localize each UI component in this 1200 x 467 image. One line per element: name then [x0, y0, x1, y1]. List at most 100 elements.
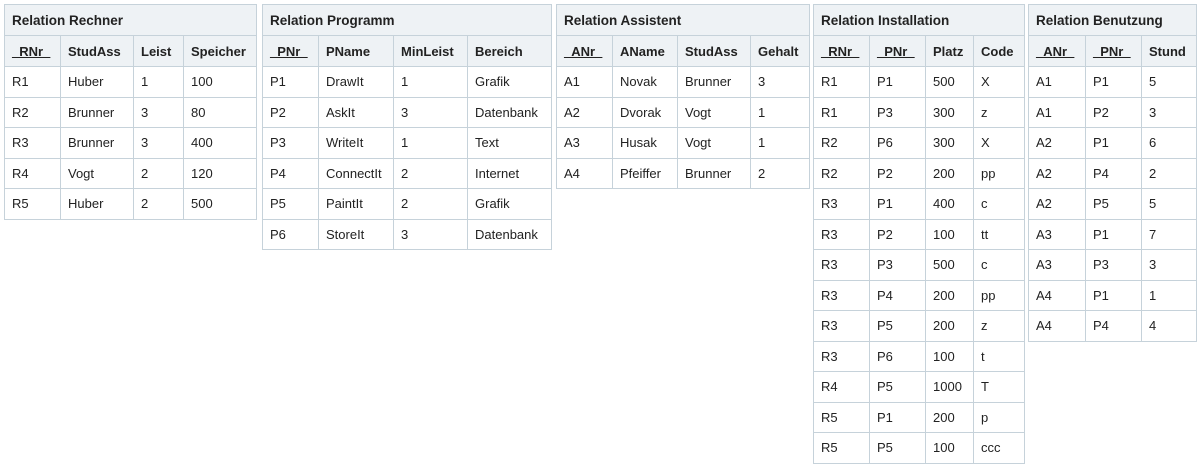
- cell: 300: [925, 127, 974, 159]
- data-row: A4 Pfeiffer Brunner 2: [556, 157, 811, 189]
- title-row: Relation Programm: [261, 4, 553, 36]
- column-header: StudAss: [677, 35, 751, 67]
- data-row: R3 Brunner 3 400: [4, 127, 258, 159]
- table-title: Relation Assistent: [555, 4, 811, 36]
- data-row: P4 ConnectIt 2 Internet: [262, 157, 553, 189]
- column-header: _ANr_: [556, 35, 613, 67]
- cell: A3: [556, 127, 613, 159]
- cell: R1: [4, 66, 61, 98]
- column-header: AName: [612, 35, 678, 67]
- cell: R4: [813, 371, 870, 403]
- cell: 100: [925, 218, 974, 250]
- cell: 500: [925, 249, 974, 281]
- cell: Grafik: [466, 188, 553, 220]
- data-row: A3 Husak Vogt 1: [556, 127, 811, 159]
- cell: Internet: [466, 157, 553, 189]
- cell: R2: [813, 127, 870, 159]
- data-row: R1 P1 500 X: [813, 66, 1026, 98]
- header-row: _RNr_ StudAss Leist Speicher: [4, 35, 258, 67]
- cell: Brunner: [60, 127, 134, 159]
- cell: P1: [869, 401, 926, 433]
- cell: R1: [813, 66, 870, 98]
- cell: A4: [1028, 310, 1086, 342]
- cell: StoreIt: [318, 218, 394, 250]
- data-row: A2 Dvorak Vogt 1: [556, 96, 811, 128]
- column-header: MinLeist: [393, 35, 468, 67]
- data-row: P1 DrawIt 1 Grafik: [262, 66, 553, 98]
- cell: P2: [869, 218, 926, 250]
- cell: AskIt: [318, 96, 394, 128]
- cell: Novak: [612, 66, 678, 98]
- cell: p: [972, 401, 1026, 433]
- cell: X: [972, 127, 1026, 159]
- data-row: R2 Brunner 3 80: [4, 96, 258, 128]
- cell: 4: [1140, 310, 1198, 342]
- table-title: Relation Installation: [812, 4, 1026, 36]
- cell: R3: [813, 188, 870, 220]
- cell: 1000: [925, 371, 974, 403]
- cell: 3: [393, 96, 468, 128]
- cell: 3: [133, 127, 184, 159]
- data-row: A4 P1 1: [1028, 279, 1198, 311]
- cell: 200: [925, 157, 974, 189]
- cell: Pfeiffer: [612, 157, 678, 189]
- column-header: Platz: [925, 35, 974, 67]
- relation-table: Relation Assistent _ANr_ AName StudAss Gehal…: [555, 4, 811, 189]
- cell: Datenbank: [466, 96, 553, 128]
- cell: P1: [262, 66, 319, 98]
- cell: DrawIt: [318, 66, 394, 98]
- cell: Vogt: [60, 157, 134, 189]
- cell: pp: [972, 279, 1026, 311]
- cell: 400: [925, 188, 974, 220]
- data-row: A2 P4 2: [1028, 157, 1198, 189]
- data-row: R3 P5 200 z: [813, 310, 1026, 342]
- cell: Vogt: [677, 127, 751, 159]
- cell: 200: [925, 279, 974, 311]
- cell: z: [972, 96, 1026, 128]
- cell: 2: [133, 188, 184, 220]
- cell: A2: [1028, 127, 1086, 159]
- cell: P1: [869, 66, 926, 98]
- data-row: P5 PaintIt 2 Grafik: [262, 188, 553, 220]
- cell: Dvorak: [612, 96, 678, 128]
- cell: R3: [813, 279, 870, 311]
- cell: P3: [262, 127, 319, 159]
- cell: T: [972, 371, 1026, 403]
- cell: 200: [925, 310, 974, 342]
- data-row: A1 P1 5: [1028, 66, 1198, 98]
- cell: 80: [182, 96, 258, 128]
- cell: 100: [182, 66, 258, 98]
- data-row: A1 Novak Brunner 3: [556, 66, 811, 98]
- cell: 3: [393, 218, 468, 250]
- cell: Huber: [60, 188, 134, 220]
- title-row: Relation Rechner: [3, 4, 258, 36]
- cell: P1: [1085, 279, 1142, 311]
- cell: R3: [813, 310, 870, 342]
- cell: P2: [1085, 96, 1142, 128]
- cell: P6: [869, 127, 926, 159]
- header-row: _ANr_ _PNr_ Stund: [1028, 35, 1198, 67]
- relation-table: Relation Installation _RNr_ _PNr_ Platz Code…: [812, 4, 1026, 464]
- cell: 3: [133, 96, 184, 128]
- cell: X: [972, 66, 1026, 98]
- column-header: StudAss: [60, 35, 134, 67]
- data-row: A3 P3 3: [1028, 249, 1198, 281]
- header-row: _ANr_ AName StudAss Gehalt: [556, 35, 811, 67]
- cell: P4: [869, 279, 926, 311]
- column-header: _PNr_: [869, 35, 926, 67]
- cell: P6: [869, 340, 926, 372]
- cell: PaintIt: [318, 188, 394, 220]
- cell: P3: [869, 96, 926, 128]
- cell: 100: [925, 340, 974, 372]
- relation-table: Relation Benutzung _ANr_ _PNr_ Stund A1 P1 5 A1…: [1027, 4, 1198, 342]
- data-row: P6 StoreIt 3 Datenbank: [262, 218, 553, 250]
- column-header: _RNr_: [813, 35, 870, 67]
- cell: Text: [466, 127, 553, 159]
- cell: ccc: [972, 432, 1026, 464]
- cell: 1: [749, 127, 811, 159]
- table-title: Relation Benutzung: [1027, 4, 1198, 36]
- header-row: _RNr_ _PNr_ Platz Code: [813, 35, 1026, 67]
- cell: P4: [1085, 310, 1142, 342]
- cell: P5: [1085, 188, 1142, 220]
